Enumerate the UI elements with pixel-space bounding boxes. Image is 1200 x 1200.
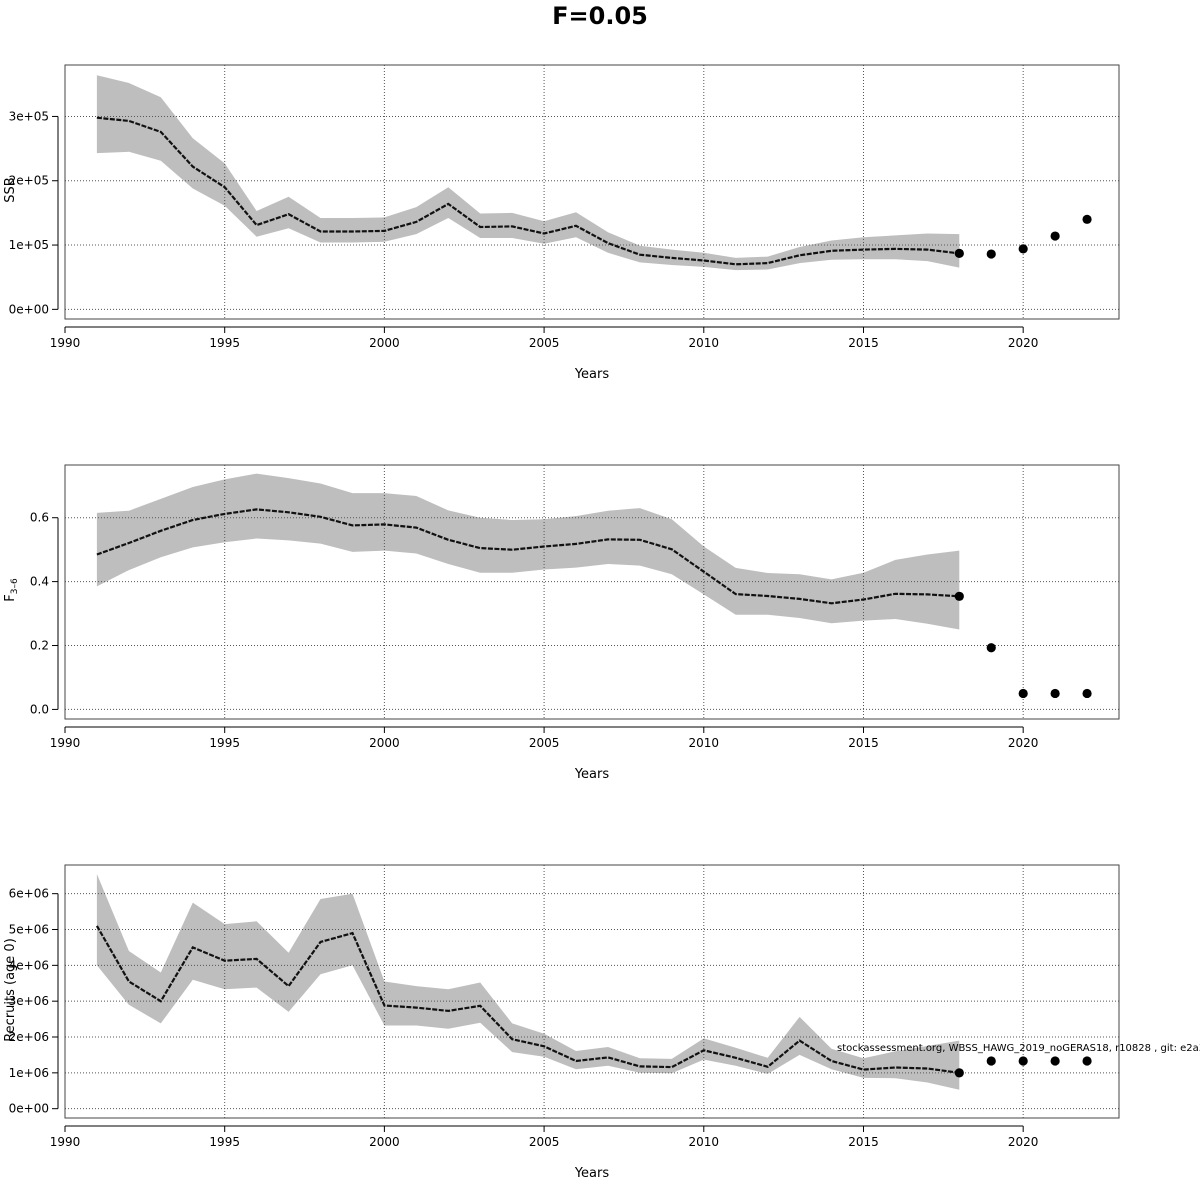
projection-point — [954, 591, 964, 601]
y-axis-label-subscript: 3–6 — [10, 578, 20, 594]
y-tick-label: 1e+05 — [9, 238, 49, 252]
x-tick-label: 2005 — [529, 736, 560, 750]
x-axis-label: Years — [574, 367, 610, 382]
x-tick-label: 2010 — [689, 736, 720, 750]
x-tick-label: 2000 — [369, 336, 400, 350]
y-tick-label: 0.2 — [30, 639, 49, 653]
projection-point — [1018, 688, 1028, 699]
x-axis-label: Years — [574, 1166, 610, 1181]
plot-box — [64, 64, 1120, 320]
panel-2: 1990 1995 2000 2005 2010 2015 2020 Years 0.0 0.2 0… — [3, 464, 1120, 782]
y-tick-label: 3e+06 — [9, 994, 49, 1008]
confidence-band — [96, 75, 960, 271]
x-axis-label: Years — [574, 767, 610, 782]
projection-point — [1082, 688, 1092, 699]
y-tick-label: 6e+06 — [9, 887, 49, 901]
x-tick-label: 2005 — [529, 336, 560, 350]
projection-point — [1082, 1056, 1092, 1066]
projection-point — [1018, 244, 1028, 254]
footnote: stockassessment.org, WBSS_HAWG_2019_noGE… — [837, 1043, 1200, 1054]
x-tick-label: 2020 — [1008, 336, 1039, 350]
y-tick-label: 5e+06 — [9, 923, 49, 937]
y-tick-label: 4e+06 — [9, 958, 49, 972]
y-tick-label: 0e+00 — [9, 1102, 49, 1116]
plot-box — [64, 864, 1120, 1119]
x-tick-label: 2015 — [848, 1135, 879, 1149]
estimate-line — [96, 508, 960, 605]
estimate-line — [95, 925, 960, 1074]
y-axis-label: Recruits (age 0) — [3, 938, 18, 1042]
projection-point — [986, 1056, 996, 1066]
y-tick-label: 1e+06 — [9, 1066, 49, 1080]
y-tick-label: 0.6 — [30, 511, 49, 525]
plot-box — [64, 464, 1120, 720]
x-tick-label: 1990 — [50, 336, 81, 350]
panel-3: 1990 1995 2000 2005 2010 2015 2020 Years 0e+00 1e… — [3, 864, 1120, 1181]
confidence-band — [96, 874, 960, 1090]
y-tick-label: 0.0 — [30, 702, 49, 716]
x-tick-label: 2000 — [369, 1135, 400, 1149]
projection-point — [986, 643, 996, 653]
confidence-band — [96, 473, 960, 630]
x-tick-label: 2020 — [1008, 1135, 1039, 1149]
y-tick-label: 2e+06 — [9, 1030, 49, 1044]
x-tick-label: 2010 — [689, 336, 720, 350]
projection-point — [1050, 1056, 1060, 1066]
y-tick-label: 2e+05 — [9, 174, 49, 188]
y-axis-label: F3–6 — [3, 578, 20, 602]
y-tick-label: 0.4 — [30, 575, 49, 589]
projection-point — [986, 249, 996, 259]
x-tick-label: 2015 — [848, 736, 879, 750]
x-tick-label: 1990 — [50, 736, 81, 750]
y-axis-label: SSB — [3, 177, 18, 202]
y-tick-label: 0e+00 — [9, 302, 49, 316]
x-tick-label: 1995 — [209, 336, 240, 350]
x-tick-label: 2015 — [848, 336, 879, 350]
projection-point — [954, 248, 964, 259]
projection-point — [1082, 214, 1092, 224]
x-tick-label: 1995 — [209, 736, 240, 750]
projection-point — [1050, 688, 1060, 699]
x-tick-label: 1990 — [50, 1135, 81, 1149]
chart-title: F=0.05 — [552, 2, 648, 30]
x-tick-label: 2020 — [1008, 736, 1039, 750]
x-tick-label: 2000 — [369, 736, 400, 750]
x-tick-label: 2010 — [689, 1135, 720, 1149]
panel-1: 1990 1995 2000 2005 2010 2015 2020 Years 0e+00 1e… — [3, 64, 1120, 382]
projection-point — [1018, 1056, 1028, 1066]
projection-point — [1050, 231, 1060, 241]
projection-point — [954, 1068, 964, 1078]
x-tick-label: 1995 — [209, 1135, 240, 1149]
estimate-line — [96, 116, 960, 266]
y-tick-label: 3e+05 — [9, 109, 49, 123]
x-tick-label: 2005 — [529, 1135, 560, 1149]
